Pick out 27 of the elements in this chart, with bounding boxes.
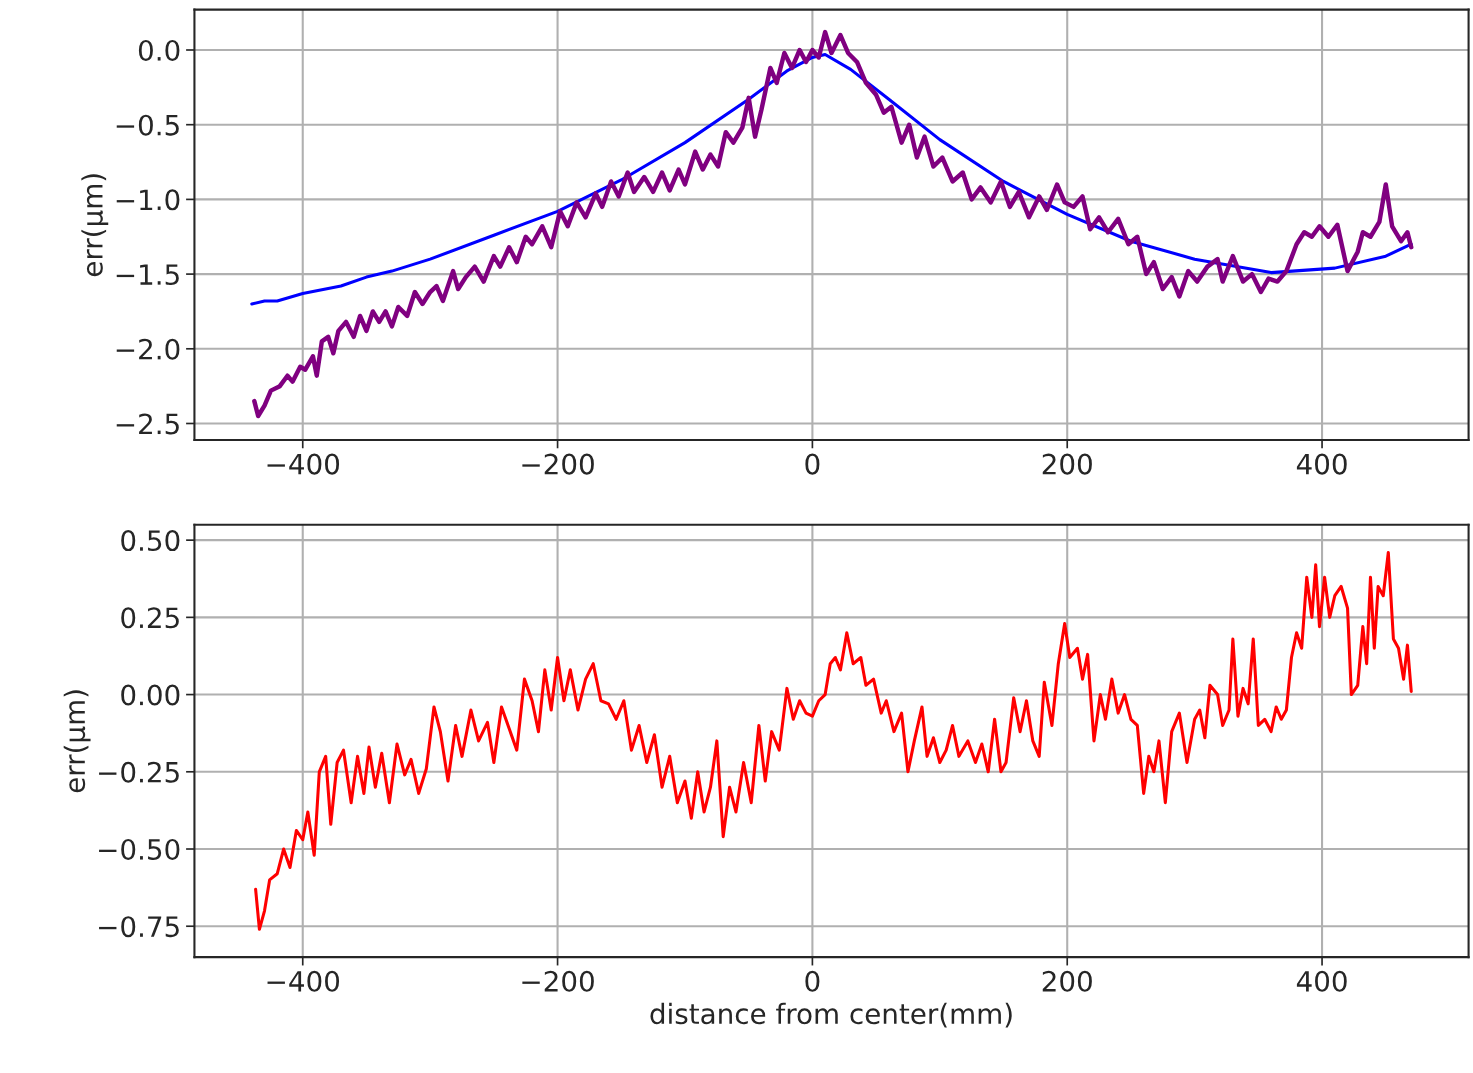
y-tick-label: −1.0 — [116, 189, 180, 211]
y-axis-title: err(μm) — [81, 174, 109, 277]
y-tick-label: −2.5 — [116, 413, 179, 435]
x-tick-label: −200 — [522, 453, 594, 475]
x-tick-label: 0 — [805, 970, 820, 992]
x-tick-label: 400 — [1296, 970, 1347, 992]
y-tick-label: 0.0 — [138, 39, 180, 61]
y-tick-label: 0.00 — [121, 684, 180, 706]
x-tick-label: 0 — [805, 453, 820, 475]
y-tick-label: −0.25 — [99, 761, 179, 783]
line-series — [254, 550, 1413, 931]
y-tick-label: −1.5 — [116, 264, 179, 286]
x-tick-label: −400 — [267, 453, 340, 475]
x-axis-title: distance from center(mm) — [650, 1002, 1012, 1028]
x-tick-label: 200 — [1042, 453, 1092, 475]
x-tick-label: −400 — [267, 970, 340, 992]
y-tick-label: −2.0 — [116, 338, 180, 360]
y-tick-label: 0.25 — [121, 607, 179, 629]
y-tick-label: −0.5 — [116, 114, 179, 136]
y-tick-label: −0.50 — [99, 838, 180, 860]
x-tick-label: 200 — [1042, 970, 1092, 992]
line-series — [252, 29, 1414, 419]
y-axis-title: err(μm) — [63, 690, 91, 793]
y-tick-label: 0.50 — [121, 530, 180, 552]
y-tick-label: −0.75 — [99, 916, 179, 938]
x-tick-label: −200 — [522, 970, 594, 992]
x-tick-label: 400 — [1296, 453, 1347, 475]
